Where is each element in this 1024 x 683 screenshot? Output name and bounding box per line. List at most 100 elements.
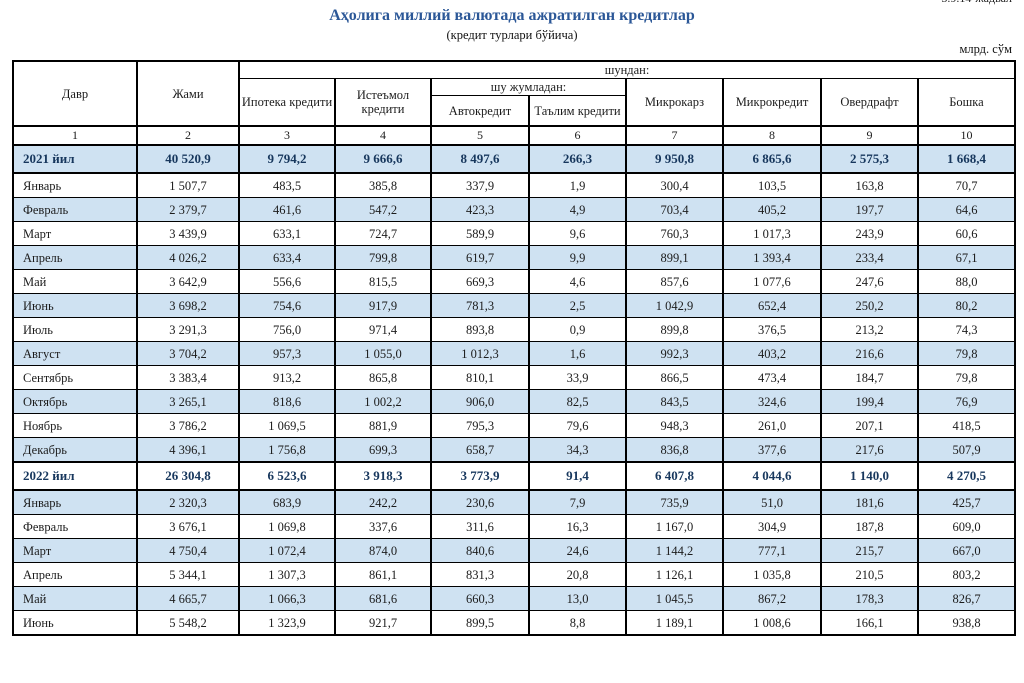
table-row: 2021 йил 40 520,9 9 794,2 9 666,6 8 497,6 266… — [12, 144, 1017, 174]
value-cell: 80,2 — [916, 293, 1017, 318]
column-number-row: 1 2 3 4 5 6 7 8 9 10 — [12, 125, 1017, 146]
value-cell: 4 665,7 — [136, 586, 240, 611]
credit-table: Давр Жами шундан: Ипотека кредити Истеъм… — [12, 60, 1017, 636]
period-cell: 2021 йил — [12, 144, 138, 174]
table-row: Март 3 439,9 633,1 724,7 589,9 9,6 760,3 1 017,… — [12, 221, 1017, 246]
value-cell: 311,6 — [430, 514, 530, 539]
value-cell: 857,6 — [625, 269, 724, 294]
table-row: Ноябрь 3 786,2 1 069,5 881,9 795,3 79,6 948,3 2… — [12, 413, 1017, 438]
col-header-autocredit: Автокредит — [430, 95, 530, 127]
unit-label: млрд. сўм — [959, 42, 1012, 56]
value-cell: 556,6 — [238, 269, 336, 294]
period-cell: Май — [12, 586, 138, 611]
value-cell: 756,0 — [238, 317, 336, 342]
value-cell: 1 144,2 — [625, 538, 724, 563]
value-cell: 3 918,3 — [334, 461, 432, 491]
value-cell: 867,2 — [722, 586, 822, 611]
value-cell: 483,5 — [238, 172, 336, 198]
value-cell: 633,4 — [238, 245, 336, 270]
value-cell: 184,7 — [820, 365, 919, 390]
col-header-consumer: Истеъмол кредити — [334, 78, 432, 127]
table-row: Июль 3 291,3 756,0 971,4 893,8 0,9 899,8 376,5 2… — [12, 317, 1017, 342]
value-cell: 79,6 — [528, 413, 627, 438]
period-cell: Май — [12, 269, 138, 294]
column-number: 7 — [625, 125, 724, 146]
value-cell: 405,2 — [722, 197, 822, 222]
value-cell: 957,3 — [238, 341, 336, 366]
col-header-including: шу жумладан: — [430, 78, 627, 96]
col-header-other: Бошка — [916, 78, 1017, 127]
column-number: 4 — [334, 125, 432, 146]
value-cell: 16,3 — [528, 514, 627, 539]
value-cell: 921,7 — [334, 610, 432, 636]
table-row: Сентябрь 3 383,4 913,2 865,8 810,1 33,9 866,5 4… — [12, 365, 1017, 390]
table-row: Декабрь 4 396,1 1 756,8 699,3 658,7 34,3 836,8… — [12, 437, 1017, 463]
value-cell: 810,1 — [430, 365, 530, 390]
value-cell: 3 704,2 — [136, 341, 240, 366]
value-cell: 26 304,8 — [136, 461, 240, 491]
value-cell: 243,9 — [820, 221, 919, 246]
value-cell: 735,9 — [625, 489, 724, 515]
value-cell: 3 439,9 — [136, 221, 240, 246]
value-cell: 1,6 — [528, 341, 627, 366]
value-cell: 2 575,3 — [820, 144, 919, 174]
value-cell: 4 026,2 — [136, 245, 240, 270]
value-cell: 1 323,9 — [238, 610, 336, 636]
value-cell: 3 698,2 — [136, 293, 240, 318]
value-cell: 34,3 — [528, 437, 627, 463]
value-cell: 5 548,2 — [136, 610, 240, 636]
value-cell: 619,7 — [430, 245, 530, 270]
value-cell: 652,4 — [722, 293, 822, 318]
value-cell: 1 140,0 — [820, 461, 919, 491]
value-cell: 818,6 — [238, 389, 336, 414]
value-cell: 5 344,1 — [136, 562, 240, 587]
value-cell: 547,2 — [334, 197, 432, 222]
value-cell: 6 407,8 — [625, 461, 724, 491]
value-cell: 881,9 — [334, 413, 432, 438]
value-cell: 250,2 — [820, 293, 919, 318]
value-cell: 843,5 — [625, 389, 724, 414]
value-cell: 403,2 — [722, 341, 822, 366]
value-cell: 70,7 — [916, 172, 1017, 198]
table-row: Апрель 5 344,1 1 307,3 861,1 831,3 20,8 1 126,… — [12, 562, 1017, 587]
value-cell: 337,9 — [430, 172, 530, 198]
value-cell: 1 012,3 — [430, 341, 530, 366]
corner-note: 3.9.14-жадвал — [852, 0, 1012, 7]
corner-note-text: 3.9.14-жадвал — [852, 0, 1012, 6]
value-cell: 3 773,9 — [430, 461, 530, 491]
col-header-microcredit: Микрокредит — [722, 78, 822, 127]
column-number: 2 — [136, 125, 240, 146]
value-cell: 795,3 — [430, 413, 530, 438]
value-cell: 166,1 — [820, 610, 919, 636]
value-cell: 376,5 — [722, 317, 822, 342]
value-cell: 1 167,0 — [625, 514, 724, 539]
value-cell: 1 126,1 — [625, 562, 724, 587]
value-cell: 899,1 — [625, 245, 724, 270]
value-cell: 1 668,4 — [916, 144, 1017, 174]
value-cell: 1 189,1 — [625, 610, 724, 636]
value-cell: 181,6 — [820, 489, 919, 515]
value-cell: 1 035,8 — [722, 562, 822, 587]
value-cell: 4 270,5 — [916, 461, 1017, 491]
value-cell: 971,4 — [334, 317, 432, 342]
value-cell: 82,5 — [528, 389, 627, 414]
value-cell: 2 379,7 — [136, 197, 240, 222]
period-cell: Ноябрь — [12, 413, 138, 438]
value-cell: 681,6 — [334, 586, 432, 611]
column-number: 3 — [238, 125, 336, 146]
value-cell: 831,3 — [430, 562, 530, 587]
value-cell: 1 069,5 — [238, 413, 336, 438]
value-cell: 4 396,1 — [136, 437, 240, 463]
period-cell: 2022 йил — [12, 461, 138, 491]
table-row: 2022 йил 26 304,8 6 523,6 3 918,3 3 773,9 91,… — [12, 461, 1017, 491]
table-row: Июнь 3 698,2 754,6 917,9 781,3 2,5 1 042,9 652,… — [12, 293, 1017, 318]
col-header-mortgage: Ипотека кредити — [238, 78, 336, 127]
value-cell: 6 523,6 — [238, 461, 336, 491]
value-cell: 2,5 — [528, 293, 627, 318]
value-cell: 609,0 — [916, 514, 1017, 539]
col-header-overdraft: Овердрафт — [820, 78, 919, 127]
value-cell: 777,1 — [722, 538, 822, 563]
period-cell: Январь — [12, 489, 138, 515]
value-cell: 64,6 — [916, 197, 1017, 222]
column-number: 8 — [722, 125, 822, 146]
